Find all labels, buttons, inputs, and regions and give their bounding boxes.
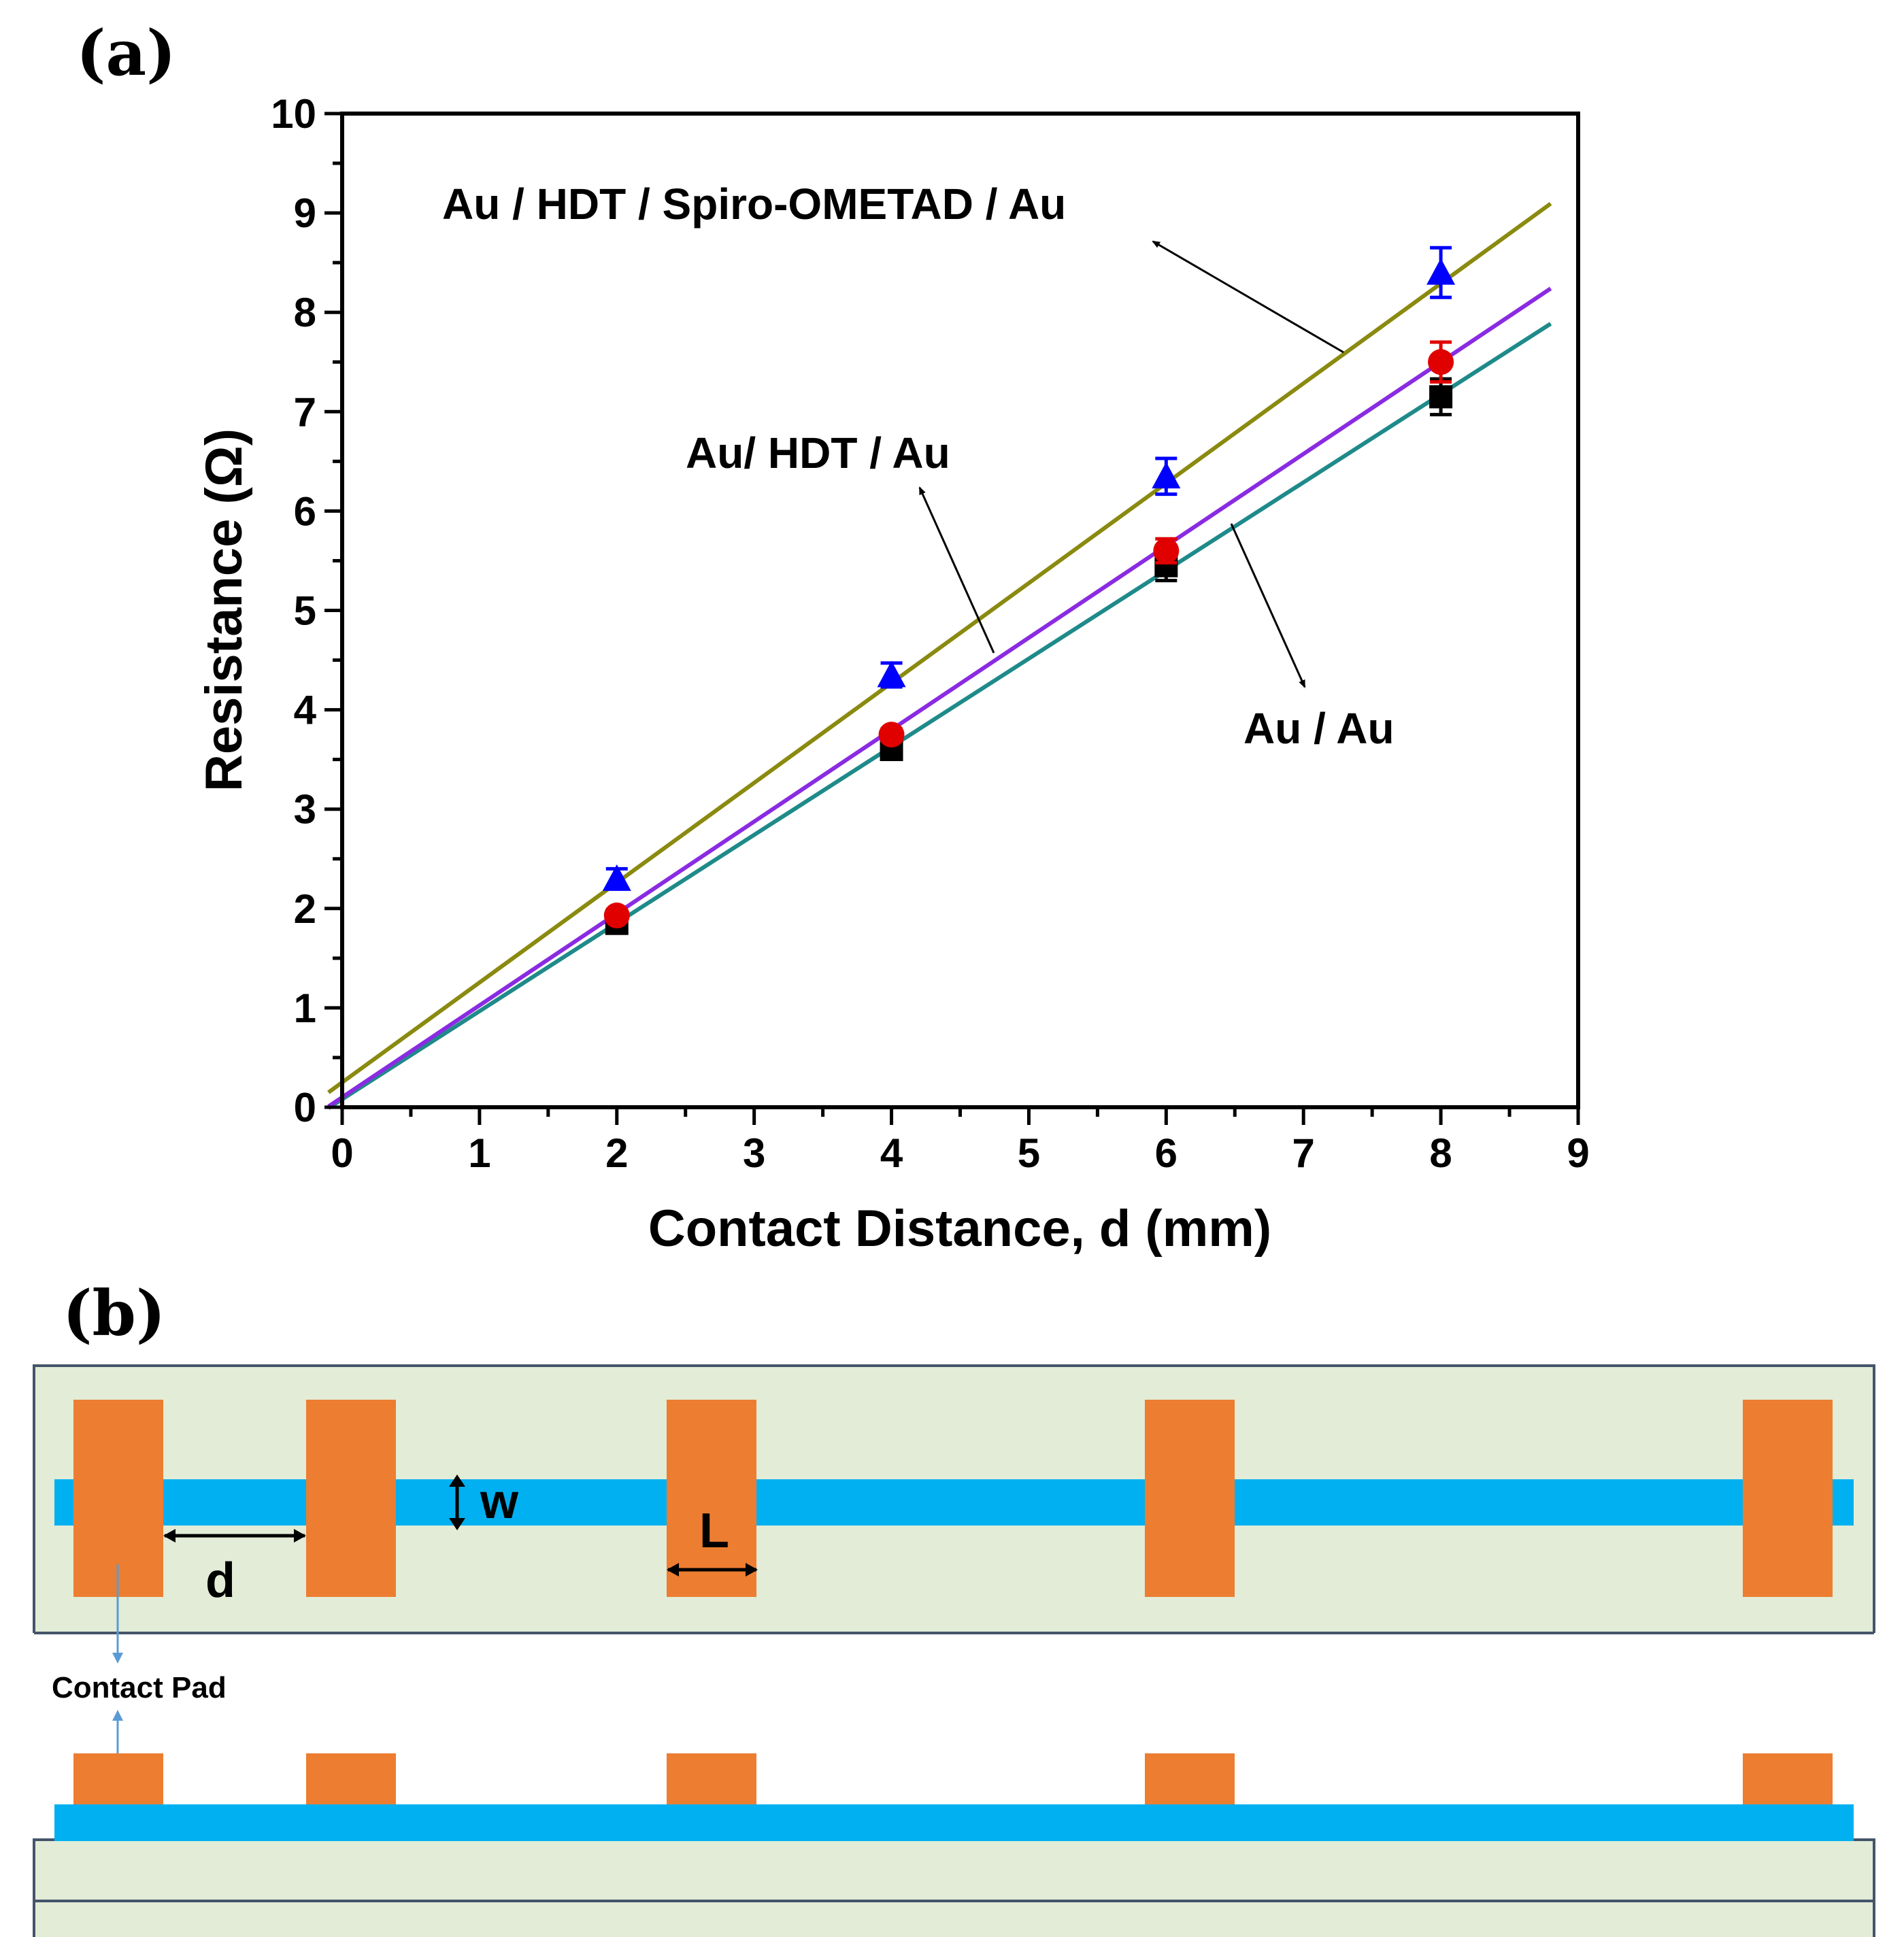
- L-arrowhead-right: [746, 1563, 758, 1577]
- y-axis-title: Resistance (Ω): [195, 428, 253, 792]
- annotation-arrow-hdt: [918, 486, 995, 654]
- y-tick-label: 10: [271, 91, 316, 137]
- marker-square: [1429, 385, 1453, 409]
- data-point: [602, 864, 631, 891]
- marker-triangle: [1426, 258, 1456, 285]
- x-tick-label: 6: [1155, 1130, 1178, 1176]
- chart: 0 1 2 3 4 5 6 7 8 9 0 1 2 3 4 5 6 7 8 9 10 Contact Distance,…: [195, 91, 1590, 1258]
- x-tick-label: 3: [743, 1130, 765, 1176]
- side-pad-5: [1743, 1753, 1833, 1804]
- w-label: w: [480, 1475, 519, 1529]
- marker-circle: [878, 722, 905, 748]
- side-pad-4: [1145, 1753, 1235, 1804]
- fit-line-0: [327, 322, 1552, 1110]
- L-label: L: [699, 1504, 729, 1558]
- x-tick-label: 0: [331, 1130, 353, 1176]
- fit-line-1: [327, 286, 1552, 1109]
- axis-ticks: [324, 112, 1580, 1125]
- y-tick-label: 0: [294, 1085, 316, 1130]
- w-arrowhead-top: [449, 1475, 465, 1487]
- x-tick-label: 4: [880, 1130, 903, 1176]
- axis-tick-labels: 0 1 2 3 4 5 6 7 8 9 0 1 2 3 4 5 6 7 8 9 10: [271, 91, 1589, 1176]
- x-tick-label: 9: [1567, 1130, 1589, 1176]
- device-diagram: w d L Contact Pad: [0, 1364, 1904, 1937]
- top-pad-3: [667, 1400, 756, 1597]
- marker-circle: [1153, 537, 1180, 564]
- side-pad-1: [73, 1753, 163, 1804]
- plot-frame: [340, 112, 1580, 1109]
- annotation-au: Au / Au: [1243, 704, 1394, 753]
- top-pad-2: [306, 1400, 396, 1597]
- w-arrowhead-bottom: [449, 1518, 465, 1530]
- annotation-hdt: Au/ HDT / Au: [686, 428, 950, 477]
- panel-a-label: (a): [76, 16, 176, 90]
- data-point: [877, 660, 906, 689]
- data-point: [1152, 456, 1181, 496]
- d-arrowhead-left: [163, 1529, 176, 1543]
- marker-circle: [1428, 349, 1454, 375]
- top-pad-1: [73, 1400, 163, 1597]
- d-label: d: [205, 1553, 235, 1608]
- data-markers: [602, 246, 1456, 935]
- data-point: [1429, 377, 1453, 417]
- x-tick-label: 1: [468, 1130, 490, 1176]
- y-tick-label: 3: [294, 787, 316, 832]
- x-tick-label: 2: [605, 1130, 628, 1176]
- contact-pad-arrowhead-top: [112, 1653, 123, 1664]
- side-view-strip: [54, 1804, 1854, 1841]
- fit-lines: [327, 201, 1552, 1110]
- y-tick-label: 1: [294, 986, 316, 1031]
- y-tick-label: 8: [294, 290, 316, 335]
- data-point: [1426, 246, 1456, 299]
- top-pad-4: [1145, 1400, 1235, 1597]
- panel-b-label: (b): [63, 1277, 165, 1350]
- top-pad-5: [1743, 1400, 1833, 1597]
- annotation-spiro: Au / HDT / Spiro-OMETAD / Au: [442, 180, 1066, 229]
- L-arrowhead-left: [667, 1563, 679, 1577]
- marker-triangle: [1152, 462, 1181, 489]
- contact-pad-label: Contact Pad: [52, 1671, 227, 1704]
- y-tick-label: 4: [294, 688, 317, 733]
- x-axis-title: Contact Distance, d (mm): [648, 1200, 1271, 1258]
- annotation-arrow-au: [1230, 523, 1306, 688]
- y-tick-label: 7: [294, 389, 316, 435]
- d-arrowhead-right: [294, 1529, 306, 1543]
- data-point: [1428, 340, 1454, 384]
- fit-line-2: [327, 201, 1552, 1094]
- data-point: [878, 722, 905, 748]
- x-tick-label: 7: [1292, 1130, 1315, 1176]
- y-tick-label: 5: [294, 588, 316, 634]
- side-pad-3: [667, 1753, 756, 1804]
- data-point: [1153, 537, 1180, 565]
- data-point: [603, 903, 630, 929]
- side-pad-2: [306, 1753, 396, 1804]
- marker-triangle: [877, 660, 906, 688]
- marker-triangle: [602, 864, 631, 891]
- contact-pad-arrowhead-bottom: [112, 1710, 123, 1721]
- x-tick-label: 8: [1429, 1130, 1452, 1176]
- y-tick-label: 6: [294, 488, 316, 534]
- marker-circle: [603, 903, 630, 929]
- x-tick-label: 5: [1018, 1130, 1040, 1176]
- y-tick-label: 2: [294, 886, 316, 932]
- annotation-arrow-spiro: [1152, 240, 1344, 354]
- side-view-substrate: [33, 1838, 1875, 1902]
- y-tick-label: 9: [294, 190, 316, 236]
